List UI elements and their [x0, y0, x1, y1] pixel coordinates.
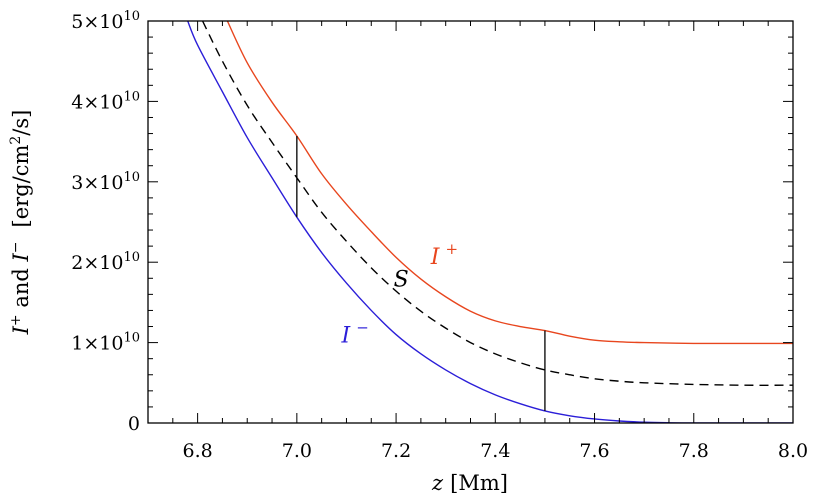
tick-layer [147, 20, 794, 424]
x-tick-label-3: 7.4 [480, 440, 510, 462]
x-tick-label-4: 7.6 [579, 440, 609, 462]
series-line-0 [226, 21, 793, 345]
plot-frame [147, 20, 794, 424]
y-tick-label-3: 3×1010 [71, 170, 140, 194]
x-axis-var: z [431, 471, 444, 495]
curve-label-2: I − [341, 319, 369, 349]
y-axis-unit-sup: 2 [8, 136, 24, 145]
x-tick-label-1: 7.0 [282, 440, 312, 462]
y-axis-sup-a: + [8, 314, 24, 326]
curve-label-0: I + [430, 240, 458, 270]
marker-layer [296, 135, 546, 411]
ticklabel-layer: 6.8 7.0 7.2 7.4 7.6 7.8 8.0 0 1×1010 2×1010 3×1010… [71, 9, 808, 462]
y-tick-label-4: 4×1010 [71, 89, 140, 113]
x-tick-label-0: 6.8 [183, 440, 213, 462]
curve-label-1: S [394, 267, 409, 292]
x-tick-label-5: 7.8 [679, 440, 709, 462]
y-axis-mid: and [9, 261, 33, 314]
x-axis-title: z [Mm] [431, 471, 508, 495]
y-axis-unit-post: /s] [9, 110, 33, 136]
y-axis-title: I+ and I−[erg/cm2/s] [8, 110, 33, 336]
annotation-layer: I + S I − [341, 240, 459, 349]
x-tick-label-2: 7.2 [381, 440, 411, 462]
y-tick-label-0: 0 [128, 413, 140, 435]
y-axis-unit-pre: [erg/cm [9, 145, 33, 228]
series-line-1 [201, 21, 793, 386]
y-tick-label-2: 2×1010 [71, 250, 140, 274]
y-axis-var-b: I [9, 252, 33, 262]
y-tick-label-1: 1×1010 [71, 331, 140, 355]
series-line-2 [187, 21, 793, 423]
x-axis-unit: [Mm] [450, 471, 508, 495]
y-axis-sup-b: − [8, 241, 24, 253]
y-axis-var-a: I [9, 325, 33, 335]
y-tick-label-5: 5×1010 [71, 9, 140, 33]
x-tick-label-6: 8.0 [778, 440, 808, 462]
series-layer [187, 21, 793, 423]
